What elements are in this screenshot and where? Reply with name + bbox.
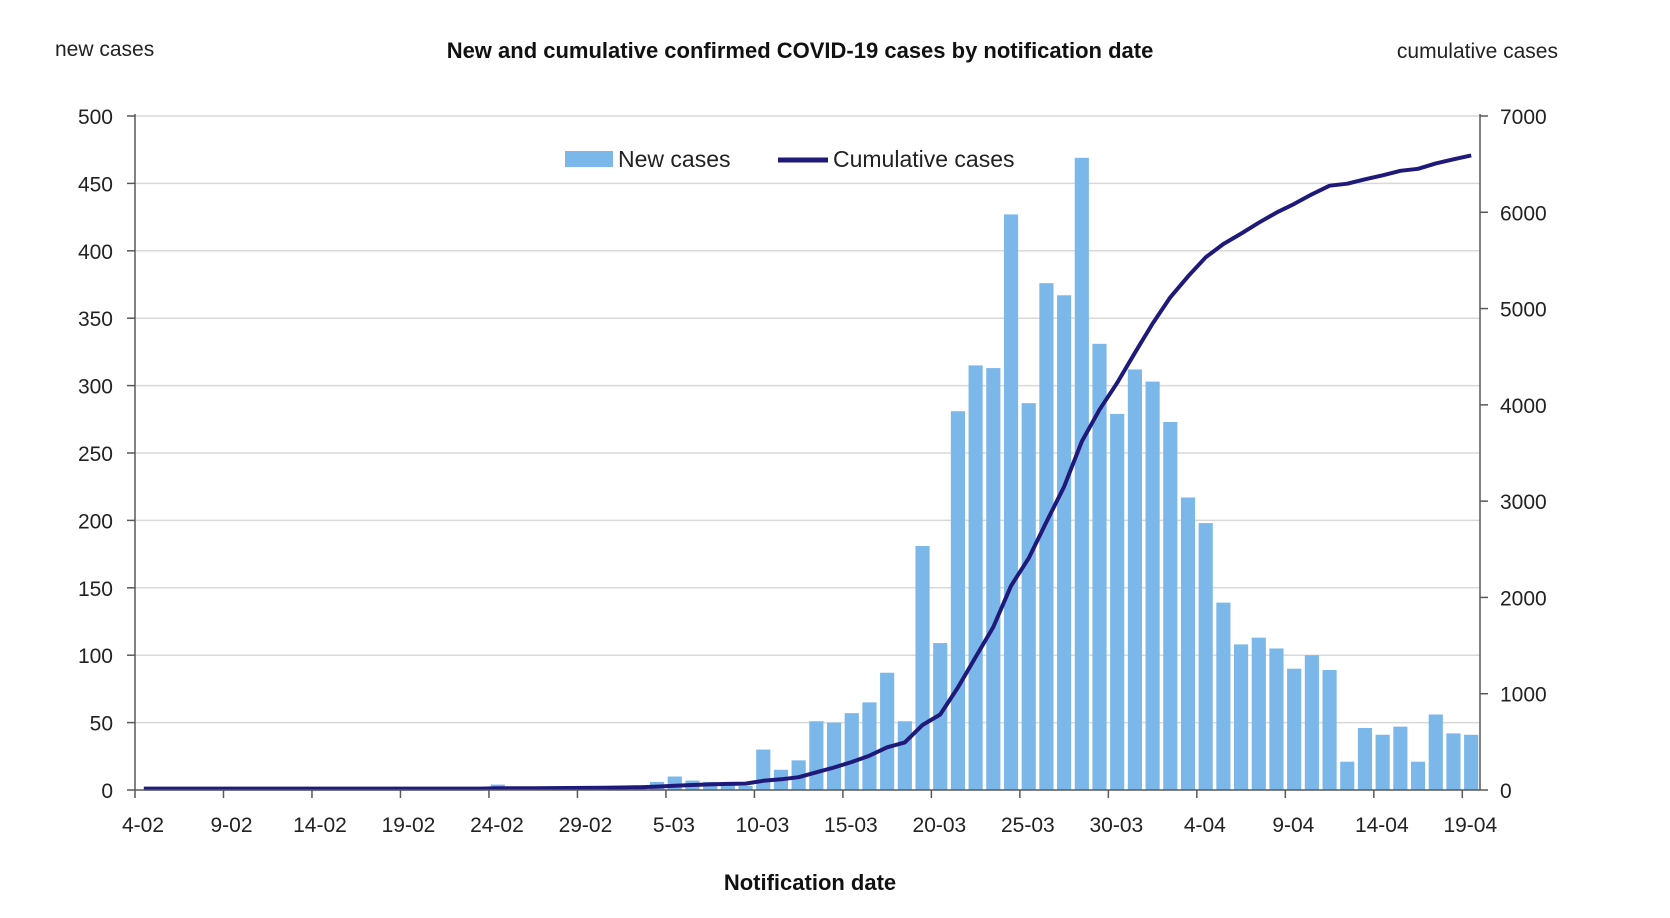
x-axis-tick-label: 30-03 [1089,814,1143,837]
left-axis-tick-label: 450 [78,173,113,196]
bar-new-cases [1003,214,1019,791]
legend-cumulative-cases-label: Cumulative cases [833,146,1015,172]
right-axis-tick-label: 7000 [1500,106,1547,129]
bar-new-cases [826,722,842,790]
legend-new-cases-label: New cases [618,146,730,172]
left-axis-tick-label: 200 [78,510,113,533]
bar-new-cases [844,713,859,790]
bar-new-cases [1410,761,1426,790]
x-axis-tick-label: 24-02 [470,814,524,837]
x-axis-tick-label: 4-02 [122,814,164,837]
bar-new-cases [1357,727,1373,790]
bar-new-cases [968,365,983,790]
legend-new-cases-swatch [565,151,613,167]
bar-new-cases [1074,157,1089,791]
x-axis-tick-label: 20-03 [913,814,967,837]
right-axis-tick-label: 1000 [1500,684,1547,707]
bar-new-cases [915,546,930,790]
x-axis-tick-label: 19-04 [1443,814,1497,837]
x-axis-tick-label: 29-02 [559,814,613,837]
bar-new-cases [1216,602,1231,790]
x-axis-tick-label: 9-02 [210,814,252,837]
right-axis-title: cumulative cases [1397,40,1558,63]
bar-new-cases [667,776,682,790]
bar-new-cases [1021,403,1036,790]
bar-new-cases [1110,413,1125,790]
bar-new-cases [1251,637,1266,790]
bar-new-cases [1039,283,1054,790]
left-axis-tick-label: 400 [78,241,113,264]
x-axis-tick-label: 14-02 [293,814,347,837]
x-axis-tick-label: 25-03 [1001,814,1055,837]
bar-new-cases [1446,733,1461,790]
bar-new-cases [1234,644,1249,790]
bar-new-cases [738,785,753,790]
bar-new-cases [950,411,966,790]
bar-new-cases [1375,734,1390,790]
bar-new-cases [1092,343,1107,790]
right-axis-tick-label: 0 [1500,780,1512,803]
left-axis-tick-label: 0 [101,780,113,803]
left-axis-title: new cases [55,38,154,61]
left-axis-tick-label: 350 [78,308,113,331]
bar-new-cases [986,368,1001,790]
left-axis-tick-label: 250 [78,443,113,466]
new-cases-bars [490,157,1479,791]
cumulative-cases-line [143,153,1472,791]
bar-new-cases [897,721,912,790]
bar-new-cases [756,749,771,790]
bar-new-cases [1464,734,1479,790]
bar-new-cases [1163,421,1178,790]
x-axis-tick-label: 10-03 [736,814,790,837]
axes: 0501001502002503003504004505000100020003… [78,106,1547,837]
bar-new-cases [1287,668,1302,790]
bar-new-cases [1180,497,1196,790]
bar-new-cases [1145,381,1160,790]
bar-new-cases [1322,670,1337,790]
bar-new-cases [1304,655,1319,790]
left-axis-tick-label: 500 [78,106,113,129]
left-axis-tick-label: 50 [90,713,113,736]
bar-new-cases [1428,714,1443,790]
x-axis-tick-label: 14-04 [1355,814,1409,837]
bar-new-cases [1127,369,1142,790]
bar-new-cases [809,721,824,790]
bar-new-cases [1269,648,1284,790]
right-axis-tick-label: 2000 [1500,587,1547,610]
bar-new-cases [1393,726,1408,790]
bar-new-cases [1340,761,1355,790]
x-axis-tick-label: 5-03 [653,814,695,837]
x-axis-title: Notification date [724,870,896,895]
gridlines [135,115,1480,724]
x-axis-tick-label: 15-03 [824,814,878,837]
bar-new-cases [1057,295,1072,790]
left-axis-tick-label: 300 [78,376,113,399]
left-axis-tick-label: 150 [78,578,113,601]
left-axis-tick-label: 100 [78,645,113,668]
x-axis-tick-label: 4-04 [1184,814,1226,837]
bar-new-cases [880,672,895,790]
right-axis-tick-label: 6000 [1500,202,1547,225]
bar-new-cases [862,702,877,790]
right-axis-tick-label: 4000 [1500,395,1547,418]
bar-new-cases [720,783,735,790]
legend: New cases Cumulative cases [565,146,1015,172]
chart-title: New and cumulative confirmed COVID-19 ca… [447,38,1154,63]
x-axis-tick-label: 9-04 [1272,814,1314,837]
x-axis-tick-label: 19-02 [382,814,436,837]
bar-new-cases [1198,523,1213,790]
right-axis-tick-label: 3000 [1500,491,1547,514]
right-axis-tick-label: 5000 [1500,299,1547,322]
cumulative-cases-line-group [143,153,1472,791]
